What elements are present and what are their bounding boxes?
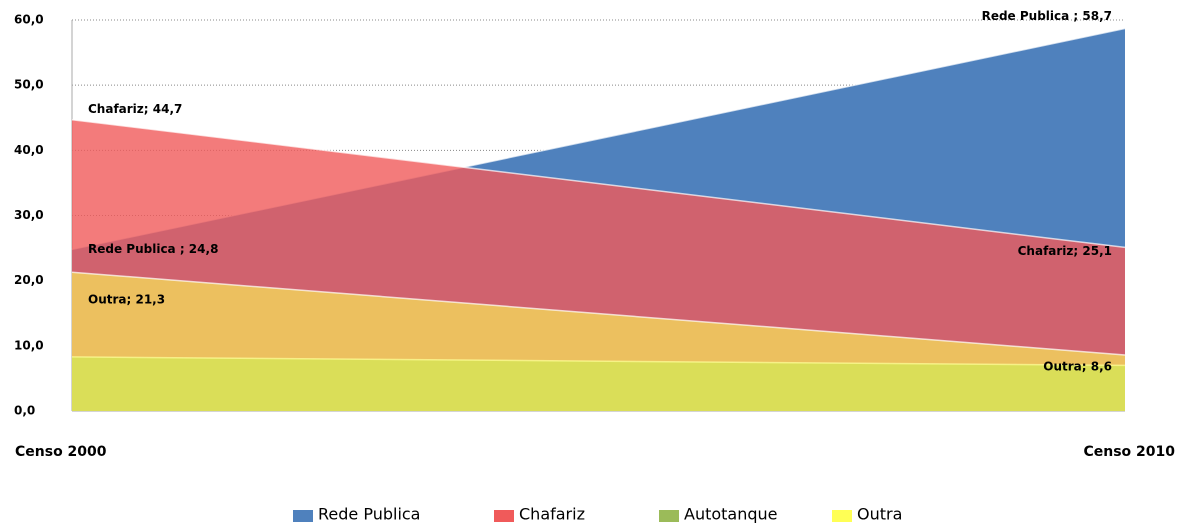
data-label: Chafariz; 25,1: [1018, 244, 1112, 258]
legend-label: Autotanque: [684, 505, 778, 524]
area-edge: [71, 271, 1126, 356]
y-tick-label: 10,0: [14, 338, 44, 352]
y-tick-label: 20,0: [14, 273, 44, 287]
y-tick-label: 60,0: [14, 13, 44, 27]
legend-swatch: [832, 510, 852, 522]
y-tick-label: 40,0: [14, 143, 44, 157]
legend-label: Chafariz: [519, 505, 585, 524]
data-label: Chafariz; 44,7: [88, 102, 182, 116]
data-label: Outra; 8,6: [1043, 359, 1112, 373]
data-label: Rede Publica ; 58,7: [982, 9, 1112, 23]
y-tick-label: 30,0: [14, 208, 44, 222]
y-tick-label: 0,0: [14, 404, 35, 418]
y-tick-label: 50,0: [14, 78, 44, 92]
legend-label: Outra: [857, 505, 902, 524]
legend-swatch: [494, 510, 514, 522]
data-label: Rede Publica ; 24,8: [88, 242, 218, 256]
area: [72, 272, 1125, 411]
data-label: Outra; 21,3: [88, 293, 165, 307]
area-edge: [71, 118, 1126, 249]
legend-swatch: [293, 510, 313, 522]
x-tick-label: Censo 2010: [1083, 444, 1175, 460]
legend-label: Rede Publica: [318, 505, 420, 524]
x-tick-label: Censo 2000: [15, 444, 107, 460]
legend-swatch: [659, 510, 679, 522]
